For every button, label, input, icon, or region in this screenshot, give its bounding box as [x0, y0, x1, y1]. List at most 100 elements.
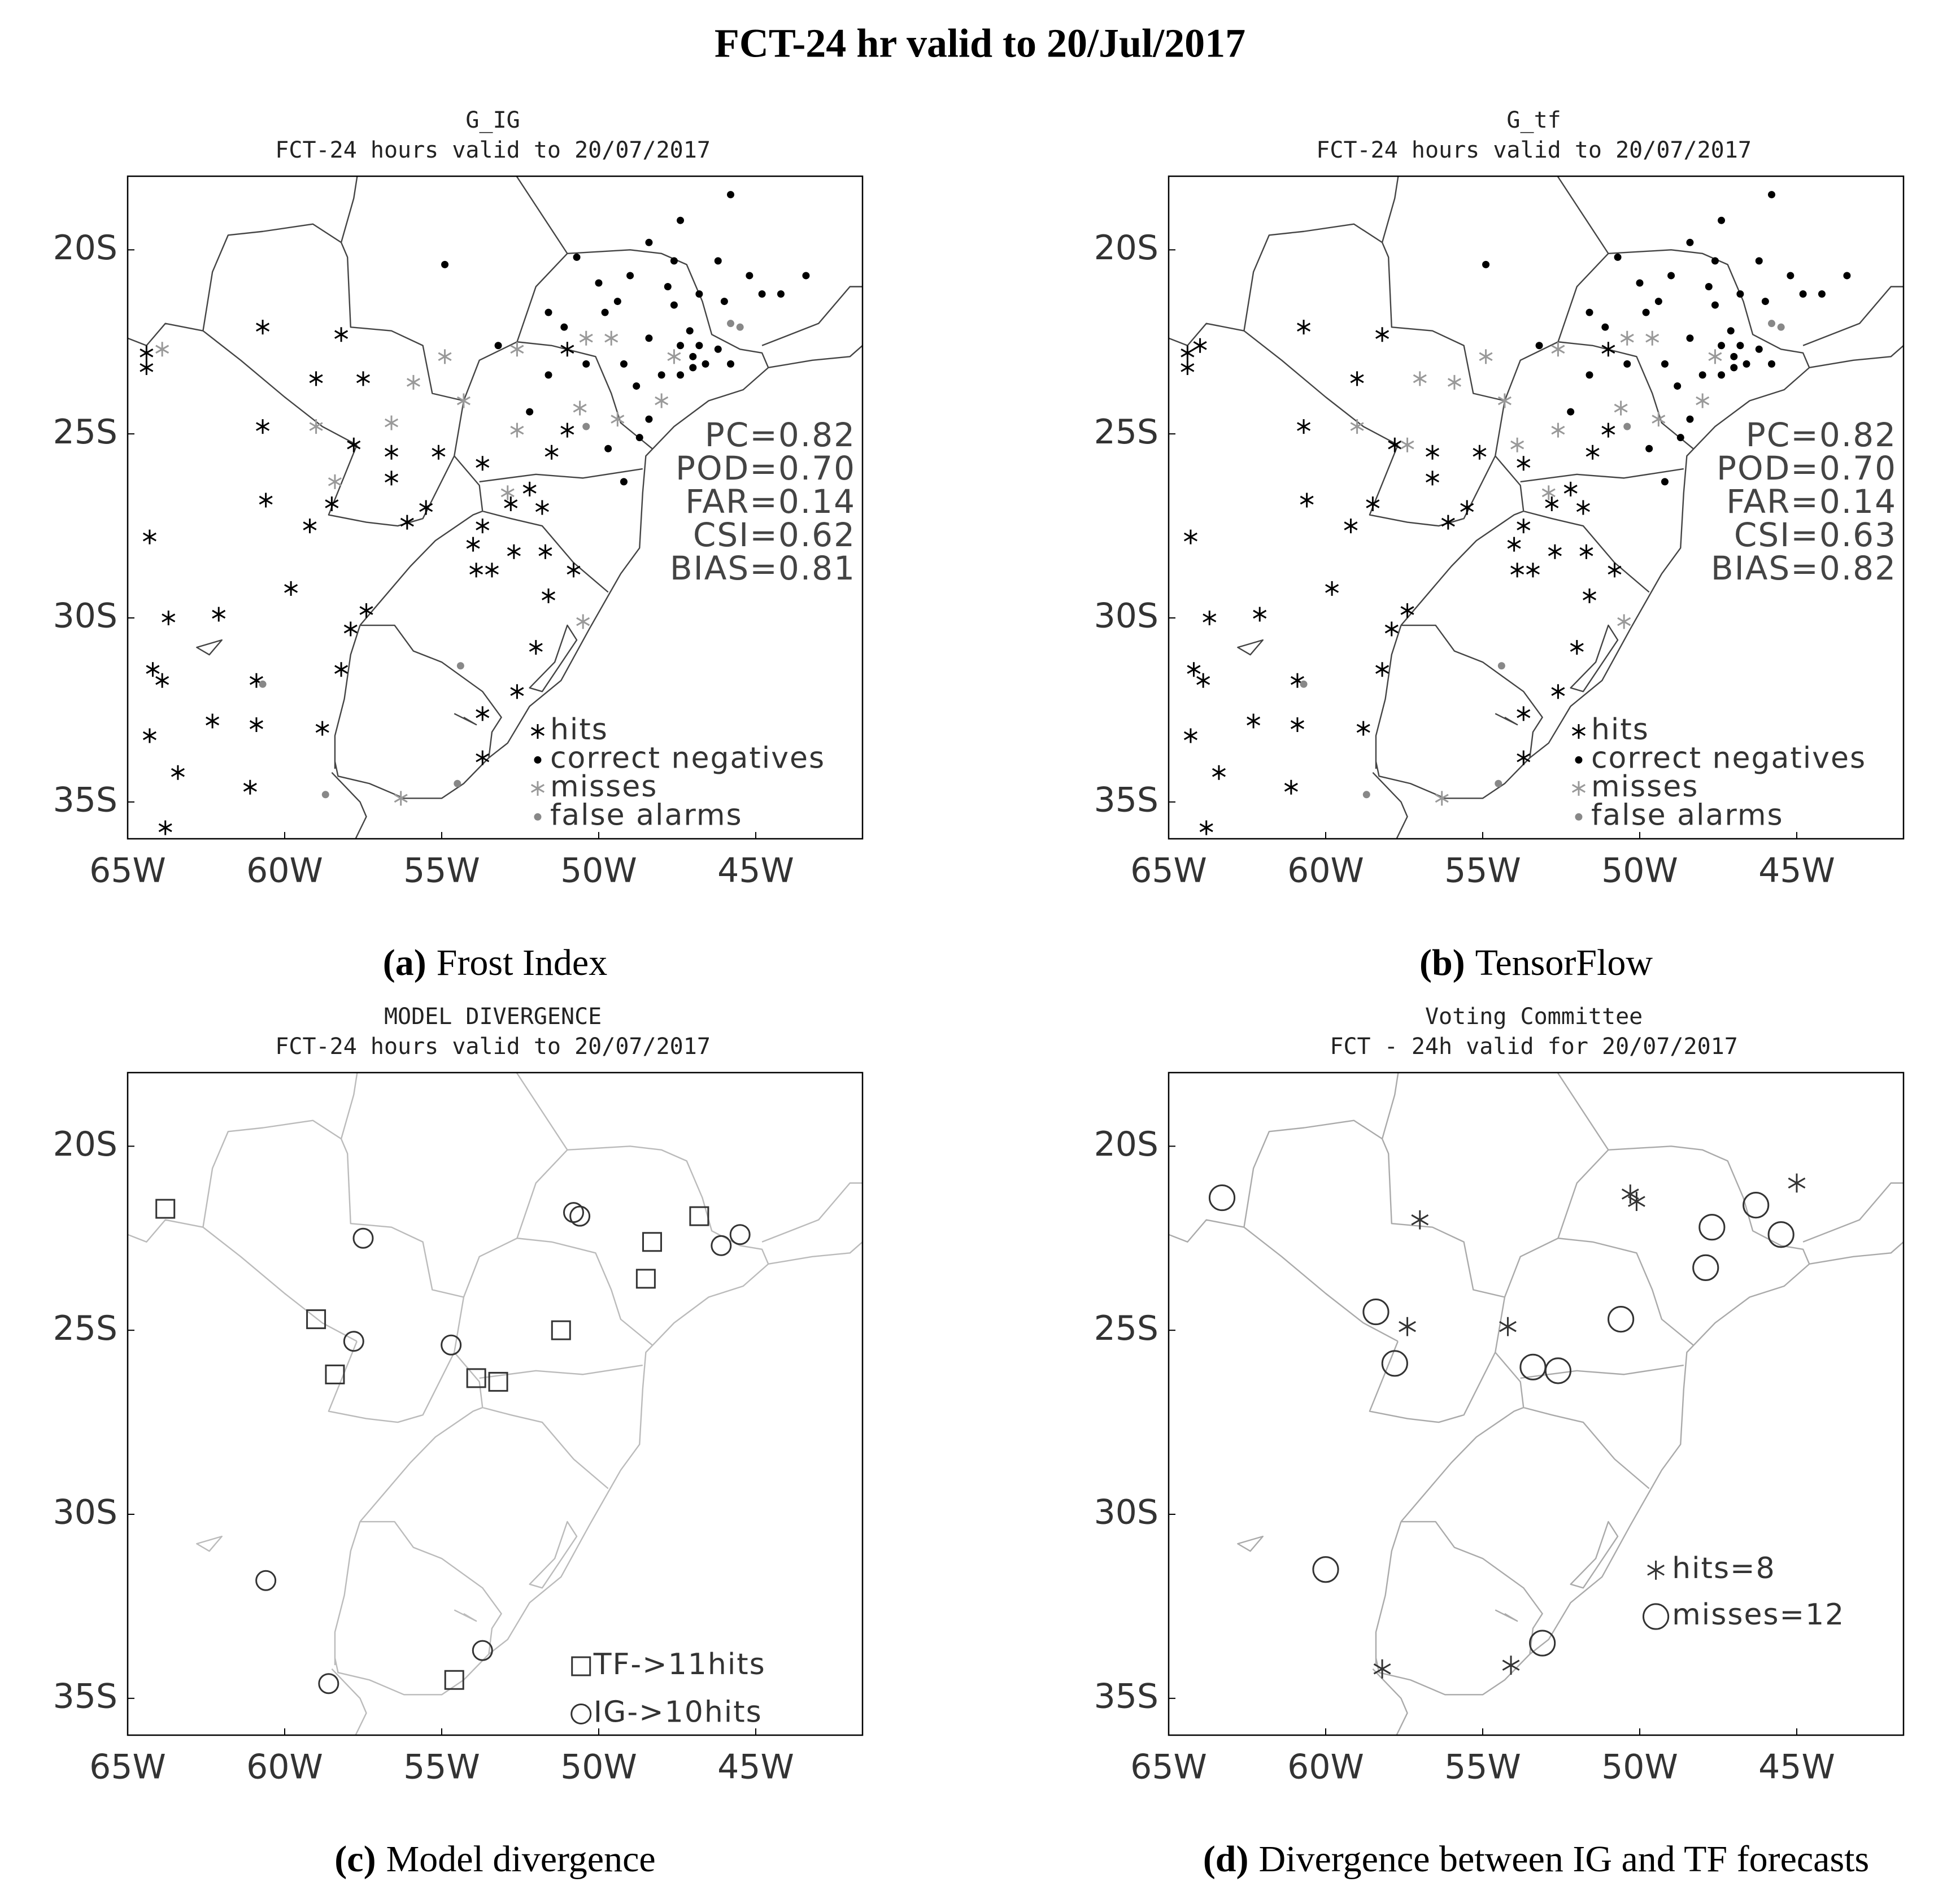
- star-marker: [1350, 371, 1364, 386]
- y-tick-label: 35S: [53, 780, 117, 820]
- dot-marker: [1767, 320, 1775, 328]
- star-marker: [1497, 393, 1512, 408]
- panel-caption: (b) TensorFlow: [1419, 942, 1653, 983]
- dot-marker: [1601, 323, 1609, 331]
- star-marker: [155, 673, 169, 688]
- star-marker: [1426, 471, 1440, 486]
- star-marker: [1435, 791, 1449, 806]
- circle-marker: [1692, 1254, 1719, 1281]
- star-marker: [1517, 519, 1531, 534]
- star-marker: [359, 603, 373, 618]
- dot-marker: [1767, 191, 1775, 199]
- star-marker: [1628, 1192, 1645, 1211]
- star-marker: [529, 640, 543, 655]
- dot-marker: [1686, 334, 1694, 342]
- star-marker: [1652, 412, 1666, 427]
- legend-label: hits=8: [1672, 1552, 1776, 1585]
- dot-marker: [1586, 308, 1593, 316]
- dot-marker: [720, 298, 728, 306]
- stat-annotation: FAR=0.14: [685, 482, 856, 521]
- stat-annotation: PC=0.82: [705, 416, 856, 454]
- star-marker: [604, 330, 619, 346]
- panel-subtitle: FCT-24 hours valid to 20/07/2017: [1316, 137, 1752, 163]
- star-marker: [1187, 662, 1201, 677]
- dot-marker: [1818, 290, 1826, 298]
- caption-label: (b): [1419, 942, 1465, 983]
- star-marker: [256, 320, 270, 335]
- dot-marker: [677, 342, 685, 350]
- dot-marker: [1623, 360, 1631, 368]
- legend-label: misses: [550, 770, 657, 804]
- star-marker: [385, 415, 399, 430]
- dot-marker: [746, 272, 753, 280]
- dot-marker: [1362, 791, 1370, 799]
- star-marker: [655, 393, 669, 408]
- circle-marker: [472, 1640, 493, 1661]
- basemap-outline: [1169, 1054, 1904, 1739]
- stat-annotation: CSI=0.62: [693, 516, 856, 554]
- panel: G_IG FCT-24 hours valid to 20/07/2017 20S 2…: [53, 107, 864, 983]
- panel: Voting Committee FCT - 24h valid for 20/0…: [1094, 1004, 1905, 1880]
- circle-marker: [1362, 1298, 1390, 1326]
- legend-label: hits: [1591, 713, 1649, 747]
- star-marker: [256, 419, 270, 434]
- circle-marker: [1608, 1306, 1635, 1333]
- legend-label: IG->10hits: [594, 1695, 763, 1729]
- dot-marker: [582, 422, 590, 430]
- dot-marker: [677, 371, 685, 379]
- star-marker: [1545, 496, 1559, 511]
- circle-marker: [255, 1570, 277, 1591]
- star-marker: [535, 500, 549, 515]
- dot-marker: [494, 342, 502, 350]
- star-marker: [1375, 327, 1390, 342]
- dot-marker: [321, 791, 329, 799]
- star-marker: [1460, 500, 1474, 515]
- dot-marker: [736, 323, 744, 331]
- y-tick-label: 35S: [53, 1676, 117, 1716]
- dot-marker: [1654, 298, 1662, 306]
- plot-frame: [127, 1071, 864, 1736]
- legend-label: TF->11hits: [593, 1648, 766, 1681]
- star-marker: [432, 445, 446, 460]
- x-tick-label: 55W: [403, 851, 480, 891]
- panel-title: G_IG: [465, 107, 520, 133]
- star-marker: [510, 684, 524, 699]
- panel-subtitle: FCT - 24h valid for 20/07/2017: [1330, 1034, 1737, 1060]
- y-tick-label: 30S: [1094, 1493, 1158, 1532]
- star-marker: [347, 437, 361, 452]
- plot-frame: [1168, 1071, 1905, 1736]
- star-marker: [542, 588, 556, 603]
- star-marker: [309, 419, 323, 434]
- star-marker: [1708, 349, 1722, 364]
- star-marker: [1344, 519, 1358, 534]
- y-tick-label: 25S: [1094, 412, 1158, 452]
- x-tick-label: 45W: [1758, 851, 1835, 891]
- panel: G_tf FCT-24 hours valid to 20/07/2017 20S 2…: [1094, 107, 1905, 983]
- star-marker: [419, 500, 433, 515]
- x-tick-label: 50W: [560, 1748, 637, 1787]
- star-marker: [1551, 342, 1565, 357]
- star-marker: [206, 713, 220, 729]
- star-marker: [343, 621, 358, 637]
- dot-marker: [670, 301, 678, 309]
- star-marker: [456, 393, 471, 408]
- dot-marker: [441, 260, 449, 268]
- dot-marker: [1718, 342, 1726, 350]
- y-tick-label: 30S: [53, 1493, 117, 1532]
- x-tick-label: 50W: [1601, 851, 1678, 891]
- circle-marker: [1208, 1184, 1236, 1212]
- star-marker: [1193, 338, 1207, 353]
- x-tick-label: 45W: [717, 1748, 794, 1787]
- dot-marker: [1711, 301, 1719, 309]
- star-marker: [1388, 437, 1402, 452]
- y-tick-label: 35S: [1094, 1676, 1158, 1716]
- star-marker: [1400, 437, 1414, 452]
- star-marker: [1614, 400, 1628, 416]
- star-marker: [1290, 717, 1304, 732]
- circle-marker: [1767, 1221, 1795, 1248]
- star-marker: [394, 791, 408, 806]
- dot-marker: [1535, 342, 1543, 350]
- star-marker: [538, 544, 552, 559]
- dot-marker: [670, 257, 678, 265]
- x-tick-label: 60W: [1287, 851, 1364, 891]
